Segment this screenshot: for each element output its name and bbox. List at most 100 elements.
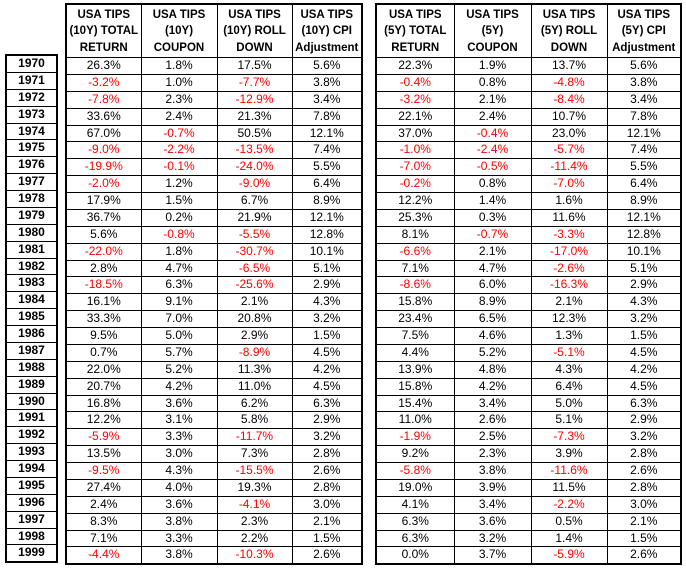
header-5y-coupon: USA TIPS (5Y) COUPON bbox=[453, 3, 532, 58]
table-row: 8.1% -0.7% -3.3% 12.8% bbox=[375, 225, 682, 244]
table-row: 33.6% 2.4% 21.3% 7.8% bbox=[65, 107, 363, 126]
value-cell: 12.1% bbox=[606, 124, 682, 143]
value-cell: 6.4% bbox=[606, 175, 682, 193]
value-cell: 3.0% bbox=[140, 445, 218, 463]
value-cell: 2.1% bbox=[453, 242, 532, 261]
value-cell: 2.4% bbox=[140, 107, 218, 126]
value-cell: -4.1% bbox=[216, 495, 293, 514]
value-cell: 25.3% bbox=[375, 208, 455, 227]
year-row: 1973 bbox=[5, 105, 58, 124]
value-cell: 0.2% bbox=[140, 208, 218, 227]
value-cell: 19.3% bbox=[216, 478, 293, 497]
value-cell: 2.9% bbox=[216, 327, 293, 345]
value-cell: -0.4% bbox=[375, 73, 455, 92]
value-cell: 17.5% bbox=[216, 57, 293, 75]
value-cell: 11.0% bbox=[216, 377, 293, 396]
year-row: 1997 bbox=[5, 510, 58, 529]
year-label: 1977 bbox=[5, 173, 58, 191]
table-row: 36.7% 0.2% 21.9% 12.1% bbox=[65, 208, 363, 227]
value-cell: 15.8% bbox=[375, 377, 455, 396]
value-cell: 3.4% bbox=[453, 495, 532, 514]
value-cell: 12.8% bbox=[606, 225, 682, 244]
year-column: 1970 1971 1972 1973 1974 1975 1976 1977 1978 1979… bbox=[5, 54, 58, 564]
value-cell: -18.5% bbox=[65, 276, 142, 295]
table-row: -3.2% 2.1% -8.4% 3.4% bbox=[375, 90, 682, 109]
value-cell: 2.9% bbox=[606, 276, 682, 295]
year-label: 1970 bbox=[5, 54, 58, 73]
year-row: 1991 bbox=[5, 409, 58, 428]
year-label: 1981 bbox=[5, 240, 58, 259]
value-cell: 6.3% bbox=[375, 529, 455, 548]
value-cell: -24.0% bbox=[216, 158, 293, 177]
value-cell: 4.8% bbox=[453, 360, 532, 379]
value-cell: 12.1% bbox=[291, 124, 363, 143]
year-label: 1973 bbox=[5, 105, 58, 124]
value-cell: 0.0% bbox=[375, 546, 455, 565]
value-cell: 6.0% bbox=[453, 276, 532, 295]
year-row: 1980 bbox=[5, 223, 58, 242]
value-cell: 4.3% bbox=[530, 360, 608, 379]
value-cell: 5.5% bbox=[291, 158, 363, 177]
value-cell: 6.3% bbox=[375, 512, 455, 531]
value-cell: 23.4% bbox=[375, 310, 455, 328]
value-cell: 5.1% bbox=[530, 411, 608, 430]
value-cell: 13.7% bbox=[530, 57, 608, 75]
value-cell: 3.9% bbox=[453, 478, 532, 497]
value-cell: -13.5% bbox=[216, 141, 293, 160]
table-row: -4.4% 3.8% -10.3% 2.6% bbox=[65, 546, 363, 565]
table-row: 22.3% 1.9% 13.7% 5.6% bbox=[375, 57, 682, 75]
value-cell: 4.2% bbox=[140, 377, 218, 396]
value-cell: 2.6% bbox=[606, 546, 682, 565]
value-cell: 2.2% bbox=[216, 529, 293, 548]
value-cell: 1.5% bbox=[140, 192, 218, 210]
value-cell: -25.6% bbox=[216, 276, 293, 295]
year-label: 1974 bbox=[5, 122, 58, 141]
value-cell: 3.9% bbox=[530, 445, 608, 463]
table-row: 13.5% 3.0% 7.3% 2.8% bbox=[65, 445, 363, 463]
table-row: 16.8% 3.6% 6.2% 6.3% bbox=[65, 394, 363, 413]
value-cell: 67.0% bbox=[65, 124, 142, 143]
value-cell: 4.5% bbox=[606, 343, 682, 362]
value-cell: 8.1% bbox=[375, 225, 455, 244]
table-row: 4.4% 5.2% -5.1% 4.5% bbox=[375, 343, 682, 362]
value-cell: 1.6% bbox=[530, 192, 608, 210]
value-cell: 5.2% bbox=[453, 343, 532, 362]
table-row: 27.4% 4.0% 19.3% 2.8% bbox=[65, 478, 363, 497]
value-cell: 1.8% bbox=[140, 57, 218, 75]
header-row-10y: USA TIPS (10Y) TOTAL RETURN USA TIPS (10… bbox=[65, 3, 363, 58]
table-row: 20.7% 4.2% 11.0% 4.5% bbox=[65, 377, 363, 396]
value-cell: 21.3% bbox=[216, 107, 293, 126]
value-cell: -2.6% bbox=[530, 259, 608, 278]
table-row: -19.9% -0.1% -24.0% 5.5% bbox=[65, 158, 363, 177]
year-label: 1975 bbox=[5, 139, 58, 158]
value-cell: -17.0% bbox=[530, 242, 608, 261]
value-cell: 16.8% bbox=[65, 394, 142, 413]
value-cell: 2.1% bbox=[530, 293, 608, 312]
value-cell: 5.5% bbox=[606, 158, 682, 177]
value-cell: 4.7% bbox=[140, 259, 218, 278]
value-cell: 1.5% bbox=[606, 327, 682, 345]
year-row: 1976 bbox=[5, 156, 58, 175]
year-row: 1982 bbox=[5, 257, 58, 276]
value-cell: 2.9% bbox=[291, 276, 363, 295]
year-label: 1994 bbox=[5, 460, 58, 478]
value-cell: 2.3% bbox=[140, 90, 218, 109]
value-cell: 3.7% bbox=[453, 546, 532, 565]
value-cell: 4.7% bbox=[453, 259, 532, 278]
table-row: -18.5% 6.3% -25.6% 2.9% bbox=[65, 276, 363, 295]
value-cell: 4.2% bbox=[453, 377, 532, 396]
value-cell: -0.7% bbox=[453, 225, 532, 244]
value-cell: 4.2% bbox=[606, 360, 682, 379]
value-cell: -15.5% bbox=[216, 462, 293, 480]
value-cell: 0.8% bbox=[453, 175, 532, 193]
value-cell: 3.4% bbox=[606, 90, 682, 109]
value-cell: -2.2% bbox=[530, 495, 608, 514]
year-label: 1987 bbox=[5, 341, 58, 360]
value-cell: -12.9% bbox=[216, 90, 293, 109]
value-cell: 4.3% bbox=[606, 293, 682, 312]
value-cell: 3.6% bbox=[140, 394, 218, 413]
value-cell: 1.4% bbox=[530, 529, 608, 548]
table-row: 26.3% 1.8% 17.5% 5.6% bbox=[65, 57, 363, 75]
value-cell: 7.3% bbox=[216, 445, 293, 463]
table-row: -22.0% 1.8% -30.7% 10.1% bbox=[65, 242, 363, 261]
